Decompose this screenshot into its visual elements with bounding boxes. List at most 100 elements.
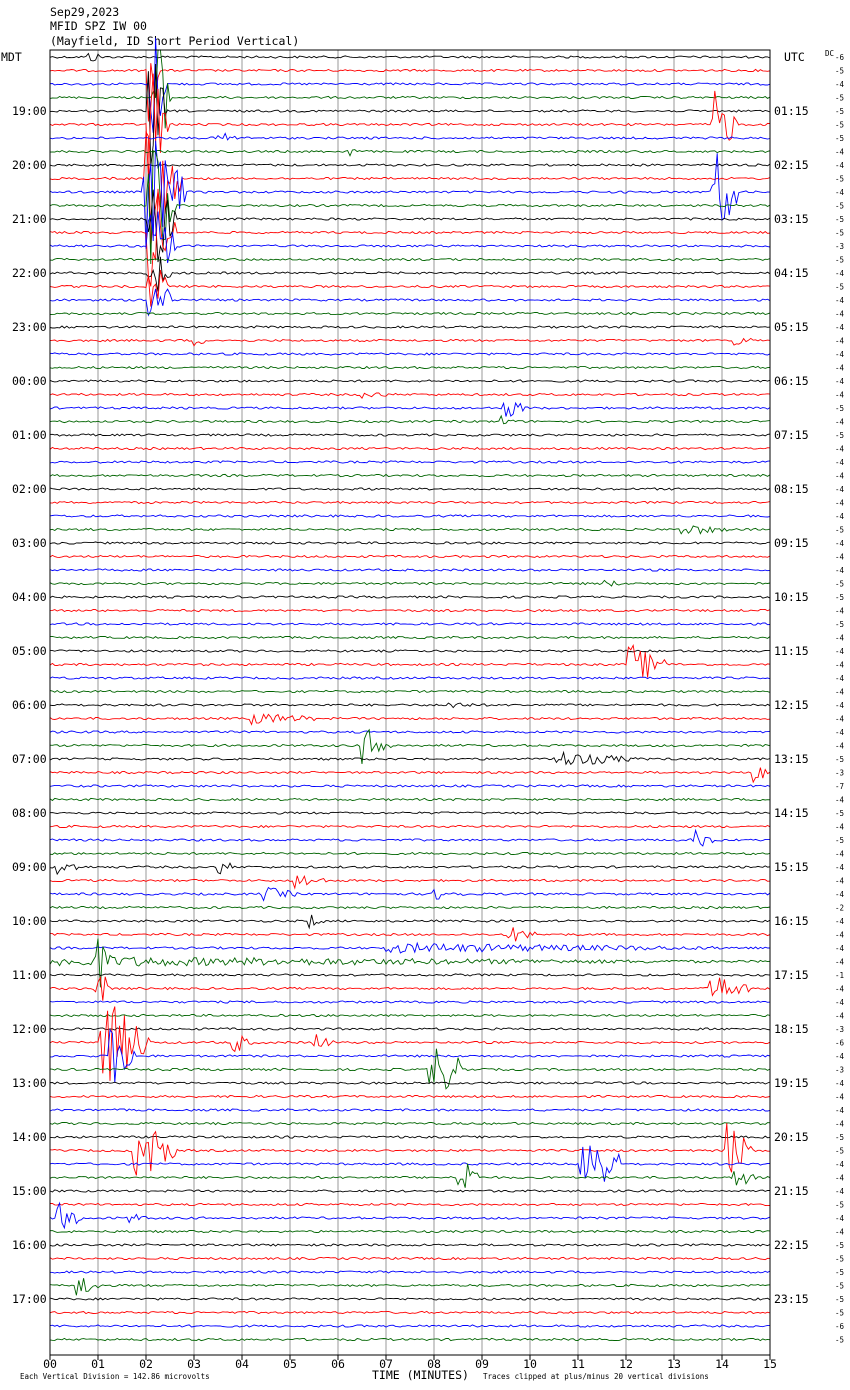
dc-offset-label: -6: [835, 1039, 845, 1048]
utc-hour-label: 03:15: [774, 212, 809, 226]
mdt-hour-label: 23:00: [12, 320, 47, 334]
mdt-hour-label: 19:00: [12, 104, 47, 118]
dc-offset-label: -5: [835, 1133, 844, 1142]
trace-30: [49, 460, 771, 464]
trace-88: [49, 1243, 771, 1247]
trace-80: [49, 1135, 771, 1139]
plot-frame: [49, 49, 771, 1356]
x-tick-label: 06: [331, 1357, 345, 1371]
utc-hour-label: 05:15: [774, 320, 809, 334]
trace-85: [50, 1202, 771, 1207]
x-tick-label: 00: [43, 1357, 57, 1371]
trace-62: [49, 886, 771, 902]
trace-19: [49, 311, 771, 316]
utc-hour-label: 02:15: [774, 158, 809, 172]
trace-34: [49, 514, 771, 518]
dc-offset-label: -5: [835, 526, 844, 535]
dc-offset-label: -4: [835, 296, 845, 305]
mdt-hour-label: 00:00: [12, 374, 47, 388]
dc-offset-label: -5: [835, 283, 844, 292]
trace-15: [49, 257, 771, 262]
trace-58: [49, 828, 770, 847]
mdt-hour-label: 13:00: [12, 1076, 47, 1090]
header-date: Sep29,2023: [50, 5, 119, 19]
dc-offset-label: -5: [835, 175, 844, 184]
dc-offset-label: -4: [835, 1174, 845, 1183]
dc-offset-label: -5: [835, 1309, 844, 1318]
mdt-hour-label: 07:00: [12, 752, 47, 766]
utc-hour-label: 10:15: [774, 590, 809, 604]
trace-36: [49, 541, 771, 545]
dc-offset-label: -5: [835, 256, 844, 265]
dc-offset-label: -4: [835, 890, 845, 899]
trace-3: [49, 49, 771, 129]
dc-offset-label: -4: [835, 1187, 845, 1196]
x-tick-label: 05: [283, 1357, 297, 1371]
trace-73: [49, 1006, 771, 1081]
dc-offset-label: -5: [835, 1282, 844, 1291]
trace-42: [49, 622, 771, 626]
mdt-hour-label: 21:00: [12, 212, 47, 226]
mdt-hour-label: 05:00: [12, 644, 47, 658]
right-timezone-label: UTC: [784, 50, 805, 64]
utc-hour-label: 04:15: [774, 266, 809, 280]
trace-8: [49, 163, 771, 167]
mdt-hour-label: 14:00: [12, 1130, 47, 1144]
trace-60: [49, 862, 771, 876]
trace-95: [49, 1337, 771, 1342]
x-tick-label: 09: [475, 1357, 489, 1371]
trace-21: [49, 337, 771, 347]
dc-offset-label: -5: [835, 1268, 844, 1277]
mdt-hour-label: 12:00: [12, 1022, 47, 1036]
mdt-hour-label: 16:00: [12, 1238, 47, 1252]
utc-hour-label: 07:15: [774, 428, 809, 442]
mdt-hour-label: 01:00: [12, 428, 47, 442]
mdt-hour-label: 11:00: [12, 968, 47, 982]
trace-81: [49, 1123, 770, 1176]
dc-offset-label: -3: [835, 1025, 844, 1034]
dc-offset-label: -4: [835, 391, 845, 400]
dc-offset-label: -4: [835, 715, 845, 724]
utc-hour-label: 19:15: [774, 1076, 809, 1090]
dc-offset-label: -5: [835, 94, 844, 103]
trace-11: [49, 149, 771, 265]
dc-offset-label: -5: [835, 1147, 844, 1156]
trace-0: [49, 52, 771, 62]
utc-hour-label: 08:15: [774, 482, 809, 496]
mdt-hour-label: 09:00: [12, 860, 47, 874]
trace-65: [50, 927, 771, 942]
dc-offset-label: -4: [835, 350, 845, 359]
utc-hour-label: 22:15: [774, 1238, 809, 1252]
dc-offset-label: -4: [835, 1120, 845, 1129]
dc-offset-label: -4: [835, 1214, 845, 1223]
dc-offset-label: -5: [835, 1201, 844, 1210]
trace-41: [49, 608, 771, 613]
trace-50: [49, 730, 771, 734]
trace-2: [49, 37, 771, 133]
x-tick-label: 12: [619, 1357, 633, 1371]
trace-78: [49, 1108, 771, 1112]
trace-76: [49, 1081, 771, 1085]
trace-12: [49, 189, 771, 263]
footer-scale-note: Each Vertical Division = 142.86 microvol…: [20, 1372, 210, 1381]
trace-94: [49, 1324, 770, 1328]
dc-offset-label: -4: [835, 742, 845, 751]
trace-17: [49, 269, 771, 307]
dc-offset-label: -4: [835, 674, 845, 683]
dc-offset-label: -6: [835, 53, 845, 62]
dc-offset-labels: -6 -5 -4 -5 -5 -5 -5 -4 -4 -5 -4 -5 -5 -5 -3 -5 -4 -5 -4 -4…: [835, 53, 845, 1345]
dc-offset-label: -4: [835, 539, 845, 548]
trace-55: [49, 797, 771, 802]
dc-offset-label: -1: [835, 971, 844, 980]
mdt-hour-label: 10:00: [12, 914, 47, 928]
mdt-hour-label: 06:00: [12, 698, 47, 712]
utc-hour-label: 01:15: [774, 104, 809, 118]
dc-offset-label: -5: [835, 215, 844, 224]
dc-offset-label: -4: [835, 269, 845, 278]
trace-63: [49, 905, 771, 910]
x-tick-label: 11: [571, 1357, 585, 1371]
trace-92: [49, 1297, 771, 1301]
trace-32: [49, 487, 771, 491]
trace-23: [49, 365, 771, 370]
x-tick-label: 02: [139, 1357, 153, 1371]
